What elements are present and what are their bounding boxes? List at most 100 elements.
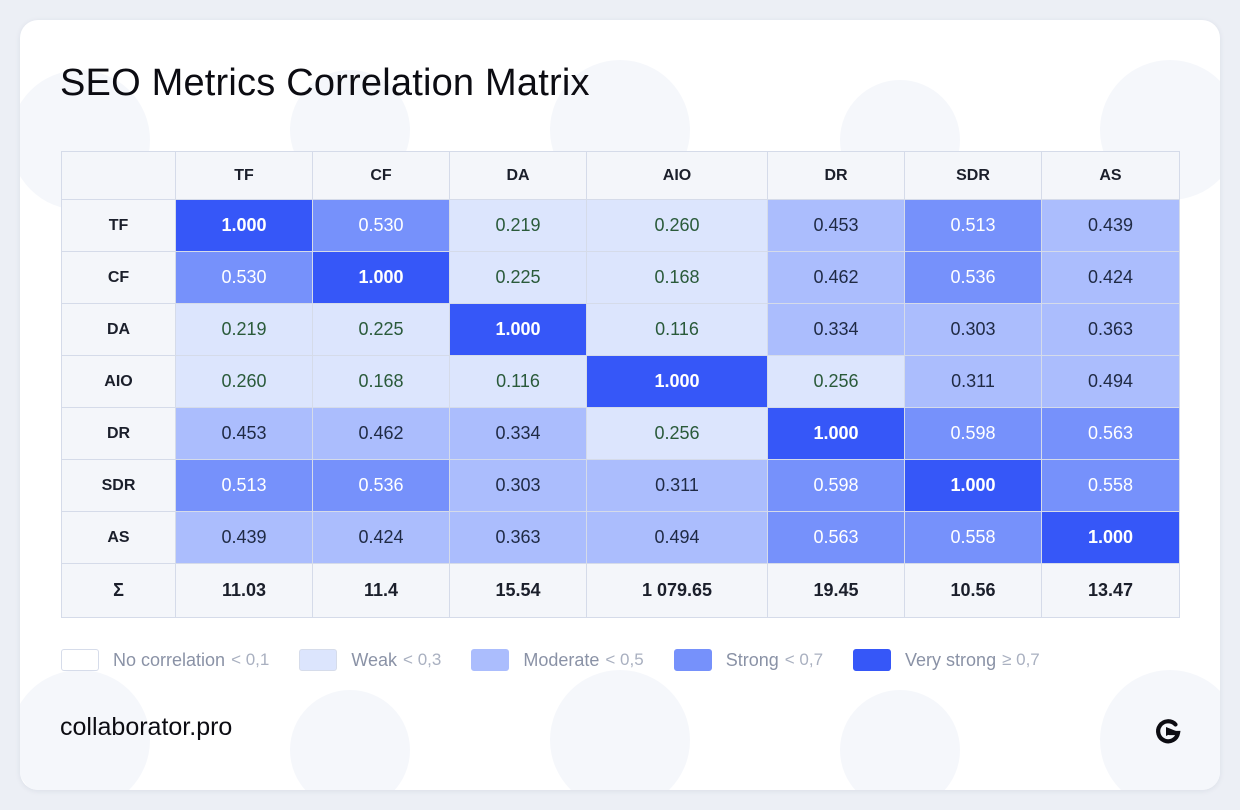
matrix-cell: 1.000 [449, 303, 587, 356]
row-header: DA [61, 303, 176, 356]
matrix-cell: 0.453 [767, 199, 905, 252]
matrix-cell: 0.334 [449, 407, 587, 460]
column-header: SDR [904, 151, 1042, 200]
matrix-cell: 0.439 [1041, 199, 1180, 252]
matrix-cell: 0.256 [767, 355, 905, 408]
column-header: CF [312, 151, 450, 200]
collaborator-logo-icon [1156, 719, 1181, 744]
matrix-cell: 0.439 [175, 511, 313, 564]
matrix-cell: 0.462 [312, 407, 450, 460]
legend-label: No correlation [113, 649, 226, 670]
matrix-cell: 0.453 [175, 407, 313, 460]
matrix-cell: 0.598 [904, 407, 1042, 460]
matrix-cell: 0.168 [586, 251, 768, 304]
matrix-cell: 0.168 [312, 355, 450, 408]
chart-card: SEO Metrics Correlation Matrix TF CF DA … [20, 20, 1220, 790]
matrix-cell: 1.000 [312, 251, 450, 304]
row-header: SDR [61, 459, 176, 512]
legend: No correlation < 0,1 Weak < 0,3 Moderate… [61, 647, 1070, 673]
matrix-cell: 0.219 [449, 199, 587, 252]
matrix-cell: 0.424 [1041, 251, 1180, 304]
matrix-cell: 0.311 [904, 355, 1042, 408]
row-header: TF [61, 199, 176, 252]
matrix-cell: 0.225 [449, 251, 587, 304]
matrix-cell: 0.462 [767, 251, 905, 304]
legend-item: Very strong ≥ 0,7 [853, 649, 1040, 671]
legend-swatch [299, 649, 338, 671]
corner-cell [61, 151, 176, 200]
matrix-cell: 0.530 [312, 199, 450, 252]
brand-name: collaborator.pro [60, 713, 233, 741]
column-header: AIO [586, 151, 768, 200]
matrix-cell: 0.256 [586, 407, 768, 460]
matrix-row: DA 0.219 0.225 1.000 0.116 0.334 0.303 0… [61, 303, 1180, 356]
legend-item: Strong < 0,7 [673, 649, 824, 671]
row-header: AS [61, 511, 176, 564]
matrix-cell: 0.303 [449, 459, 587, 512]
legend-threshold: < 0,5 [605, 650, 644, 669]
matrix-cell: 0.558 [1041, 459, 1180, 512]
legend-label: Weak [351, 649, 398, 670]
correlation-matrix: TF CF DA AIO DR SDR AS TF 1.000 0.530 0.… [61, 151, 1180, 618]
legend-label: Strong [725, 649, 779, 670]
sum-cell: 15.54 [449, 563, 587, 618]
matrix-cell: 0.598 [767, 459, 905, 512]
matrix-cell: 0.494 [586, 511, 768, 564]
sum-cell: 11.4 [312, 563, 450, 618]
matrix-cell: 0.513 [904, 199, 1042, 252]
matrix-cell: 1.000 [1041, 511, 1180, 564]
matrix-cell: 0.558 [904, 511, 1042, 564]
legend-swatch [673, 649, 712, 671]
column-header: TF [175, 151, 313, 200]
matrix-cell: 0.116 [449, 355, 587, 408]
legend-threshold: ≥ 0,7 [1002, 650, 1040, 669]
matrix-cell: 0.363 [449, 511, 587, 564]
matrix-row: SDR 0.513 0.536 0.303 0.311 0.598 1.000 … [61, 459, 1180, 512]
column-header: AS [1041, 151, 1180, 200]
sum-cell: 11.03 [175, 563, 313, 618]
sum-row: Σ 11.03 11.4 15.54 1 079.65 19.45 10.56 … [61, 563, 1180, 618]
matrix-cell: 0.494 [1041, 355, 1180, 408]
sum-cell: 10.56 [904, 563, 1042, 618]
matrix-cell: 1.000 [767, 407, 905, 460]
matrix-cell: 0.219 [175, 303, 313, 356]
matrix-cell: 0.225 [312, 303, 450, 356]
row-header: AIO [61, 355, 176, 408]
matrix-cell: 1.000 [586, 355, 768, 408]
column-header: DA [449, 151, 587, 200]
legend-swatch [61, 649, 99, 671]
matrix-row: CF 0.530 1.000 0.225 0.168 0.462 0.536 0… [61, 251, 1180, 304]
sum-label: Σ [61, 563, 176, 618]
sum-cell: 13.47 [1041, 563, 1180, 618]
chart-title: SEO Metrics Correlation Matrix [60, 62, 590, 104]
matrix-cell: 0.530 [175, 251, 313, 304]
matrix-row: AIO 0.260 0.168 0.116 1.000 0.256 0.311 … [61, 355, 1180, 408]
matrix-cell: 0.303 [904, 303, 1042, 356]
matrix-cell: 0.260 [175, 355, 313, 408]
legend-item: No correlation < 0,1 [61, 649, 269, 671]
matrix-cell: 0.424 [312, 511, 450, 564]
sum-cell: 19.45 [767, 563, 905, 618]
column-header: DR [767, 151, 905, 200]
header-row: TF CF DA AIO DR SDR AS [61, 151, 1180, 200]
matrix-cell: 0.363 [1041, 303, 1180, 356]
legend-item: Weak < 0,3 [299, 649, 441, 671]
sum-cell: 1 079.65 [586, 563, 768, 618]
matrix-cell: 0.334 [767, 303, 905, 356]
matrix-cell: 0.536 [904, 251, 1042, 304]
matrix-row: DR 0.453 0.462 0.334 0.256 1.000 0.598 0… [61, 407, 1180, 460]
legend-swatch [471, 649, 510, 671]
matrix-row: TF 1.000 0.530 0.219 0.260 0.453 0.513 0… [61, 199, 1180, 252]
legend-swatch [853, 649, 892, 671]
matrix-cell: 0.536 [312, 459, 450, 512]
matrix-cell: 1.000 [904, 459, 1042, 512]
matrix-cell: 0.563 [1041, 407, 1180, 460]
row-header: DR [61, 407, 176, 460]
legend-threshold: < 0,7 [784, 650, 824, 669]
matrix-cell: 0.116 [586, 303, 768, 356]
matrix-row: AS 0.439 0.424 0.363 0.494 0.563 0.558 1… [61, 511, 1180, 564]
matrix-cell: 0.563 [767, 511, 905, 564]
matrix-cell: 0.260 [586, 199, 768, 252]
legend-label: Very strong [905, 649, 997, 670]
matrix-cell: 0.513 [175, 459, 313, 512]
